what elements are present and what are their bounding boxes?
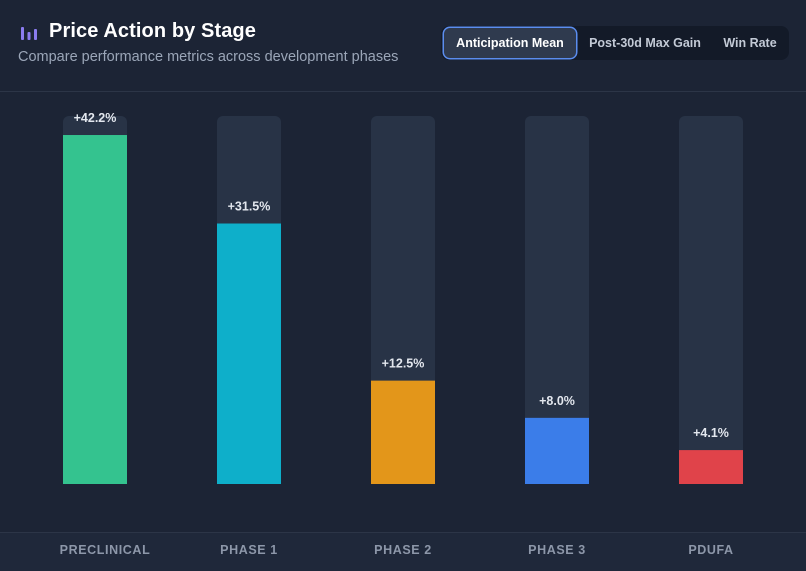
bar-phase-2[interactable] (371, 380, 435, 484)
title-row: Price Action by Stage (20, 20, 256, 43)
page-title: Price Action by Stage (49, 20, 256, 42)
page-subtitle: Compare performance metrics across devel… (18, 49, 399, 65)
toggle-win-rate[interactable]: Win Rate (723, 36, 777, 50)
bar-chart: +42.2% +31.5% +12.5% +8.0% +4.1% (0, 93, 806, 532)
toggle-anticipation-mean[interactable]: Anticipation Mean (444, 28, 576, 58)
x-tick-label-preclinical: PRECLINICAL (59, 543, 151, 557)
data-label-phase-3: +8.0% (539, 394, 575, 408)
toggle-post-30d-max-gain[interactable]: Post-30d Max Gain (589, 36, 701, 50)
bar-track-pdufa (679, 116, 743, 484)
bar-phase-3[interactable] (525, 417, 589, 484)
data-label-phase-1: +31.5% (228, 200, 271, 214)
x-tick-label-phase-2: PHASE 2 (374, 543, 432, 557)
bar-track-phase-3 (525, 116, 589, 484)
bar-preclinical[interactable] (63, 135, 127, 484)
x-tick-label-phase-1: PHASE 1 (220, 543, 278, 557)
data-label-preclinical: +42.2% (74, 111, 117, 125)
data-label-phase-2: +12.5% (382, 357, 425, 371)
x-tick-label-pdufa: PDUFA (688, 543, 734, 557)
bar-pdufa[interactable] (679, 450, 743, 484)
metric-toggle: Anticipation Mean Post-30d Max Gain Win … (441, 26, 789, 60)
x-axis: PRECLINICAL PHASE 1 PHASE 2 PHASE 3 PDUF… (0, 532, 806, 571)
data-label-pdufa: +4.1% (693, 426, 729, 440)
bar-phase-1[interactable] (217, 223, 281, 484)
bar-chart-icon (21, 26, 37, 40)
chart-header: Price Action by Stage Compare performanc… (0, 0, 806, 92)
bar-chart-svg: +42.2% +31.5% +12.5% +8.0% +4.1% (63, 111, 743, 484)
x-tick-label-phase-3: PHASE 3 (528, 543, 586, 557)
